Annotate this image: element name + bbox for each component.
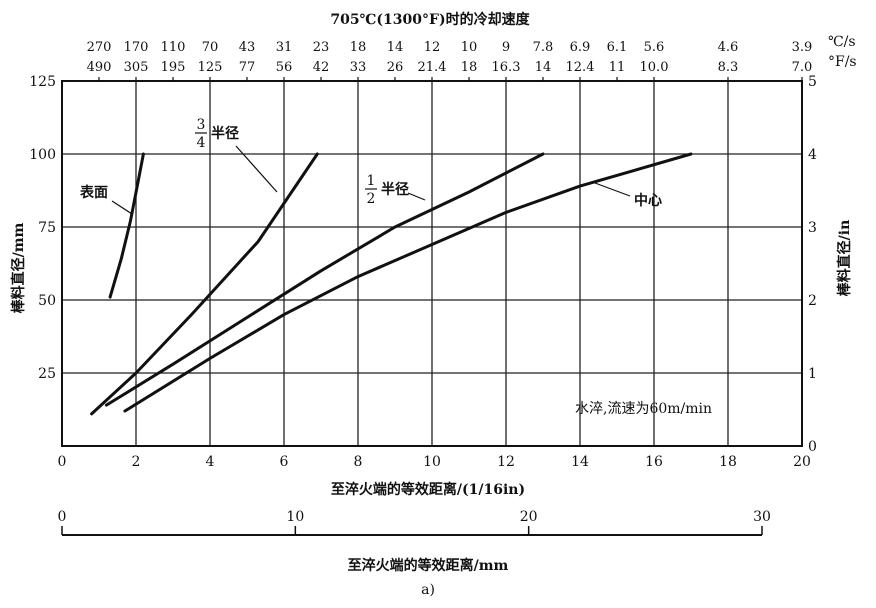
label-leaders [111, 145, 631, 215]
label-half-num: 1 [367, 173, 376, 189]
x-tick-label: 14 [571, 454, 589, 470]
top-tick-fahrenheit: 33 [350, 60, 367, 75]
top-tick-fahrenheit: 14 [535, 60, 552, 75]
y-right-tick-label: 3 [808, 220, 817, 236]
series-three-quarter-radius [90, 152, 319, 416]
label-three-quarter-num: 3 [197, 117, 206, 133]
mm-tick-label: 10 [286, 509, 304, 525]
y-right-tick-label: 1 [808, 366, 817, 382]
top-tick-fahrenheit: 125 [198, 60, 223, 75]
x-tick-label: 4 [206, 454, 215, 470]
top-tick-celsius: 12 [424, 40, 441, 55]
y-right-tick-label: 2 [808, 293, 817, 309]
mm-axis: 0 10 20 30 [58, 509, 771, 536]
top-tick-fahrenheit: 18 [461, 60, 478, 75]
mm-axis-label: 至淬火端的等效距离/mm [348, 557, 509, 574]
x-tick-label: 2 [132, 454, 141, 470]
y-left-tick-label: 125 [29, 74, 56, 90]
top-tick-celsius: 9 [502, 40, 510, 55]
top-tick-celsius: 170 [124, 40, 149, 55]
y-axis-label-right: 棒料直径/in [836, 220, 853, 297]
top-tick-fahrenheit: 12.4 [566, 60, 595, 75]
axis-ticks: 0 2 4 6 8 10 12 14 16 18 2025507510012501234527049… [29, 40, 817, 470]
series-lines [90, 152, 693, 416]
figure-caption: a) [421, 582, 435, 598]
series-surface [108, 152, 145, 299]
x-tick-label: 16 [645, 454, 663, 470]
top-tick-fahrenheit: 11 [609, 60, 626, 75]
label-three-quarter-den: 4 [197, 135, 206, 151]
top-tick-celsius: 110 [161, 40, 186, 55]
top-tick-fahrenheit: 8.3 [718, 60, 739, 75]
x-tick-label: 18 [719, 454, 737, 470]
label-half-radius: 1 2 半径 [365, 173, 409, 207]
top-tick-celsius: 18 [350, 40, 367, 55]
top-tick-celsius: 6.9 [570, 40, 591, 55]
series-center [123, 152, 693, 413]
top-tick-fahrenheit: 305 [124, 60, 149, 75]
top-tick-celsius: 5.6 [644, 40, 665, 55]
y-left-tick-label: 75 [38, 220, 56, 236]
label-center: 中心 [634, 192, 662, 209]
mm-tick-label: 0 [58, 509, 67, 525]
leader-surface [111, 200, 133, 215]
y-left-tick-label: 50 [38, 293, 56, 309]
top-tick-celsius: 10 [461, 40, 478, 55]
y-left-tick-label: 25 [38, 366, 56, 382]
top-tick-celsius: 14 [387, 40, 404, 55]
y-left-tick-label: 100 [29, 147, 56, 163]
top-tick-fahrenheit: 490 [87, 60, 112, 75]
top-tick-celsius: 4.6 [718, 40, 739, 55]
series-half-radius [104, 152, 545, 407]
top-tick-fahrenheit: 195 [161, 60, 186, 75]
y-right-tick-label: 0 [808, 439, 817, 455]
x-tick-label: 20 [793, 454, 811, 470]
top-tick-celsius: 6.1 [607, 40, 628, 55]
y-right-tick-label: 4 [808, 147, 817, 163]
y-right-tick-label: 5 [808, 74, 817, 90]
top-tick-fahrenheit: 42 [313, 60, 330, 75]
top-tick-celsius: 7.8 [533, 40, 554, 55]
top-tick-celsius: 3.9 [792, 40, 813, 55]
x-tick-label: 8 [354, 454, 363, 470]
label-half-den: 2 [367, 191, 376, 207]
mm-tick-label: 20 [520, 509, 538, 525]
y-axis-label-left: 棒料直径/mm [10, 222, 27, 313]
top-axis-unit-celsius: ℃/s [828, 34, 856, 50]
top-tick-celsius: 31 [276, 40, 293, 55]
mm-axis-ticks: 0 10 20 30 [58, 509, 771, 535]
label-three-quarter-radius: 3 4 半径 [195, 117, 239, 151]
top-tick-fahrenheit: 77 [239, 60, 256, 75]
top-tick-celsius: 70 [202, 40, 219, 55]
top-tick-celsius: 23 [313, 40, 330, 55]
top-tick-celsius: 43 [239, 40, 256, 55]
top-tick-fahrenheit: 21.4 [418, 60, 447, 75]
x-tick-label: 10 [423, 454, 441, 470]
label-half-text: 半径 [381, 181, 409, 198]
x-tick-label: 0 [58, 454, 67, 470]
label-three-quarter-text: 半径 [211, 125, 239, 142]
top-tick-fahrenheit: 56 [276, 60, 293, 75]
annotation-quench: 水淬,流速为60m/min [575, 401, 712, 417]
grid [62, 81, 802, 446]
top-tick-fahrenheit: 26 [387, 60, 404, 75]
top-tick-celsius: 270 [87, 40, 112, 55]
leader-half [407, 192, 426, 201]
leader-center [594, 182, 631, 197]
label-surface: 表面 [79, 184, 108, 201]
x-tick-label: 6 [280, 454, 289, 470]
top-tick-fahrenheit: 10.0 [640, 60, 669, 75]
top-axis-unit-fahrenheit: °F/s [828, 54, 857, 70]
x-tick-label: 12 [497, 454, 515, 470]
mm-tick-label: 30 [753, 509, 771, 525]
leader-three-quarter [235, 145, 278, 193]
top-axis-title: 705℃(1300°F)时的冷却速度 [330, 11, 530, 28]
x-axis-label: 至淬火端的等效距离/(1/16in) [331, 481, 525, 498]
top-tick-fahrenheit: 16.3 [492, 60, 521, 75]
top-tick-fahrenheit: 7.0 [792, 60, 813, 75]
